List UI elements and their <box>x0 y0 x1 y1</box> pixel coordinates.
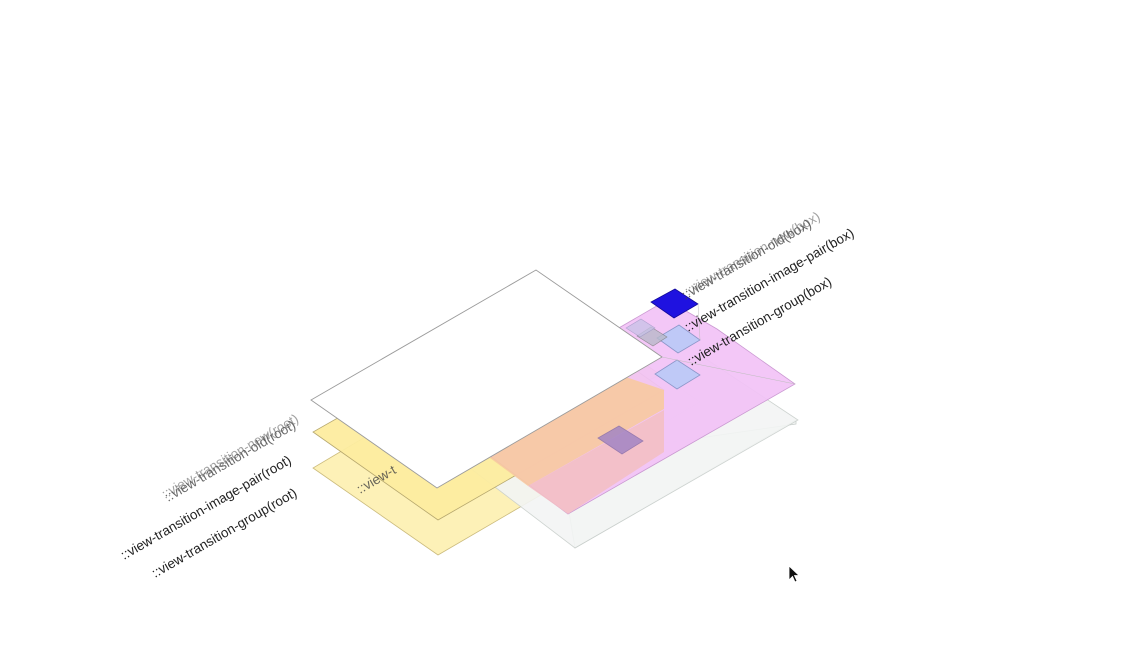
connector-line <box>661 356 796 385</box>
mouse-pointer-icon <box>788 565 801 583</box>
box-stack-mark-hatch <box>625 318 656 338</box>
connector-line <box>697 303 701 341</box>
box-new-square <box>654 359 701 390</box>
box-inner-purple-square <box>597 425 644 455</box>
overlap-orange-region <box>490 375 664 486</box>
